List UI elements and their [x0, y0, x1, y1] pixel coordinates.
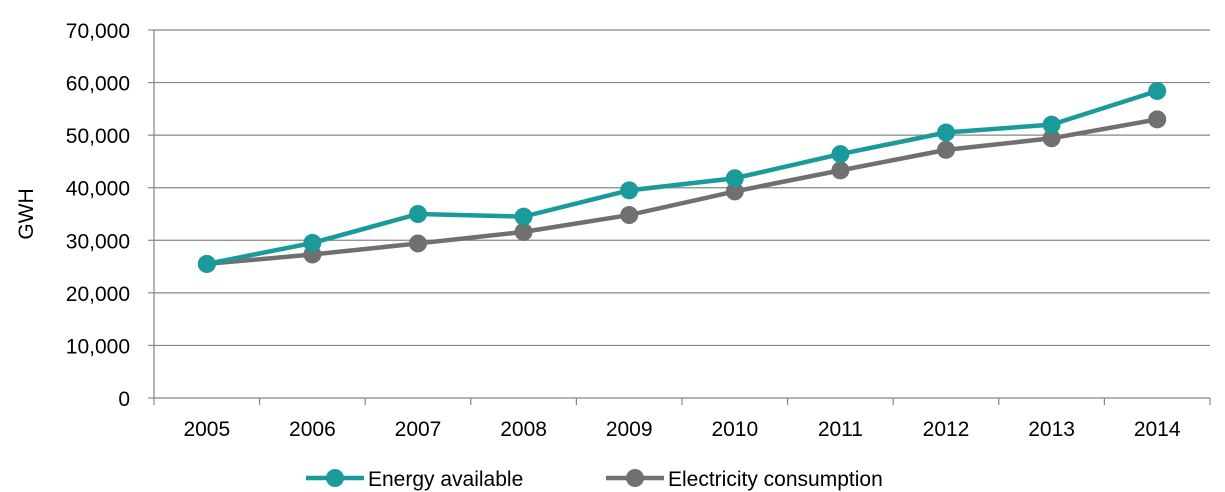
- data-point: [725, 182, 744, 201]
- data-point: [937, 123, 955, 142]
- data-point: [409, 234, 427, 253]
- data-point: [514, 207, 533, 226]
- series-line: [204, 117, 1160, 267]
- data-point: [620, 181, 639, 200]
- y-tick-label: 40,000: [66, 178, 130, 201]
- x-tick-label: 2014: [1134, 418, 1181, 441]
- data-point: [409, 205, 427, 223]
- y-tick-label: 10,000: [66, 335, 130, 358]
- data-point: [620, 206, 639, 225]
- x-tick-label: 2011: [818, 418, 863, 441]
- axes: [148, 29, 1211, 405]
- x-axis-tick-labels: 2005 2006 2007 2008 2009 2010 2011 2012 2013 2014: [183, 418, 1180, 441]
- data-point: [1042, 115, 1061, 134]
- legend-item: Electricity consumption: [606, 468, 883, 491]
- series: [197, 81, 1167, 273]
- y-axis-label: GWH: [15, 188, 38, 239]
- legend-label: Energy available: [368, 468, 523, 491]
- legend-swatch-marker: [326, 469, 344, 487]
- legend-swatch-marker: [626, 469, 644, 487]
- y-tick-label: 20,000: [66, 283, 130, 306]
- legend: Energy available Electricity consumption: [306, 468, 883, 491]
- data-point: [514, 222, 533, 241]
- data-point: [831, 145, 850, 164]
- data-point: [937, 140, 955, 159]
- gridlines: [154, 29, 1210, 347]
- y-tick-label: 50,000: [66, 125, 130, 148]
- data-point: [831, 161, 850, 180]
- y-tick-label: 70,000: [66, 20, 130, 43]
- legend-label: Electricity consumption: [668, 468, 883, 491]
- y-tick-label: 0: [118, 388, 130, 411]
- series-line: [204, 88, 1160, 267]
- x-tick-label: 2006: [289, 418, 336, 441]
- y-tick-label: 60,000: [66, 73, 130, 96]
- x-tick-label: 2012: [923, 418, 970, 441]
- data-point: [1042, 129, 1061, 148]
- data-point: [1148, 110, 1167, 129]
- legend-item: Energy available: [306, 468, 523, 491]
- x-tick-label: 2008: [500, 418, 547, 441]
- data-point: [1148, 81, 1167, 100]
- y-axis-tick-labels: 0 10,000 20,000 30,000 40,000 50,000 60,000 70,…: [66, 20, 130, 411]
- x-tick-label: 2007: [395, 418, 442, 441]
- x-tick-label: 2009: [606, 418, 653, 441]
- x-tick-label: 2005: [183, 418, 230, 441]
- x-tick-label: 2013: [1028, 418, 1075, 441]
- x-tick-label: 2010: [711, 418, 758, 441]
- data-point: [725, 169, 744, 188]
- series-1: [197, 81, 1167, 273]
- data-point: [197, 254, 216, 273]
- data-point: [303, 233, 322, 252]
- y-tick-label: 30,000: [66, 230, 130, 253]
